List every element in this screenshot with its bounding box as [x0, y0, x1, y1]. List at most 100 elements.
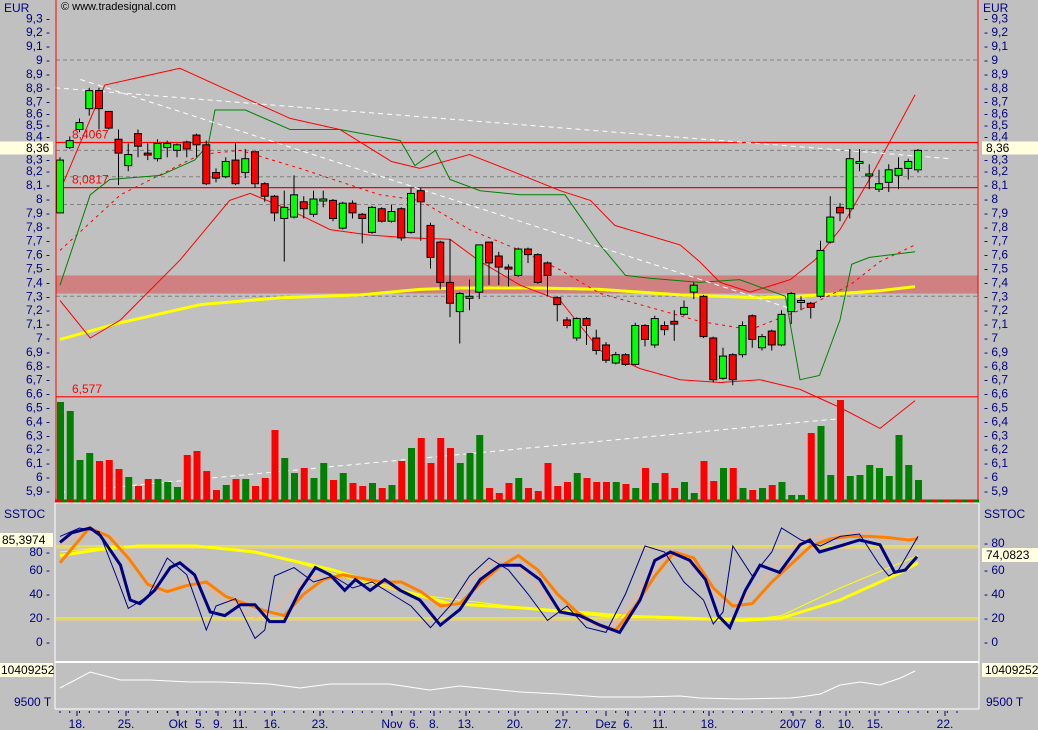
candle-down [504, 266, 513, 270]
volume-bar [300, 468, 308, 500]
candle-down [436, 241, 445, 283]
price-axis-label-left: 7,3 - [26, 289, 50, 303]
candle-down [728, 354, 737, 381]
candle-up [816, 249, 825, 297]
candle-up [797, 299, 805, 303]
price-axis-label-left: 7,9 - [26, 206, 50, 220]
price-axis-label-right: - 6,9 [984, 345, 1008, 359]
volume-bar [437, 438, 445, 500]
stoch-axis-label-left: 0 - [36, 635, 50, 649]
volume-bar [232, 479, 240, 500]
candle-down [592, 337, 601, 352]
volume-bar [554, 486, 562, 500]
candle-up [163, 142, 172, 149]
stochastic-panel [56, 526, 978, 640]
stoch-value-badge-right [982, 548, 1038, 562]
price-axis-label-left: 7,7 - [26, 234, 50, 248]
price-axis-label-right: - 7,8 [984, 220, 1008, 234]
candles [56, 87, 922, 386]
volume-bar [339, 473, 347, 500]
volume-bar [447, 448, 454, 500]
price-axis-label-right: - 9 [984, 53, 998, 67]
volume-bar [505, 483, 513, 500]
volume-bar [252, 486, 259, 500]
price-axis-label-left: 6,9 - [26, 345, 50, 359]
volume-bar [154, 479, 162, 500]
price-axis-label-right: - 8,8 [984, 81, 1008, 95]
candle-up [865, 173, 874, 177]
candle-up [407, 192, 415, 233]
date-axis-label: 25. [118, 717, 135, 730]
candle-down [377, 208, 386, 222]
price-axis-label-left: 8,7 - [26, 95, 50, 109]
candle-up [650, 318, 659, 346]
candle-up [777, 313, 786, 346]
price-axis-label-right: - 7,7 [984, 234, 1008, 248]
date-axis-label: 6. [409, 717, 419, 730]
price-axis-label-right: - 7 [984, 331, 998, 345]
date-axis-label: 9. [213, 717, 223, 730]
date-axis-label: 18. [69, 717, 86, 730]
candle-up [758, 336, 766, 349]
candle-up [719, 355, 727, 379]
price-axis-label-left: 8,4 - [26, 130, 50, 144]
price-axis-label-right: - 8,6 [984, 107, 1008, 121]
candle-down [767, 330, 776, 346]
volume-bar [739, 488, 747, 500]
volume-bar [164, 482, 172, 500]
date-axis-label: 13. [458, 717, 475, 730]
stoch-title-right: SSTOC [984, 507, 1025, 521]
candle-up [65, 140, 74, 149]
candle-down [836, 206, 844, 214]
candle-up [689, 284, 698, 293]
candle-up [75, 122, 84, 131]
price-axis-label-left: 7 - [36, 331, 50, 345]
volume-bar [866, 465, 874, 500]
price-axis-label-right: - 6 [984, 470, 998, 484]
volume-bar [222, 485, 230, 500]
candle-down [231, 159, 240, 185]
candle-up [173, 144, 181, 151]
volume-bar [105, 460, 113, 500]
currency-label-left: EUR [4, 1, 30, 15]
candle-down [563, 319, 571, 326]
date-axis-label: 10. [838, 717, 855, 730]
candle-down [582, 318, 591, 326]
candle-down [524, 248, 532, 256]
candle-up [153, 142, 162, 160]
candle-down [699, 295, 708, 338]
date-axis-label: 15. [867, 717, 884, 730]
volume-bar [905, 465, 913, 500]
price-axis-label-right: - 8,2 [984, 164, 1008, 178]
stoch-slow-thin-line [59, 527, 919, 631]
volume-bar [846, 476, 854, 500]
candle-down [543, 262, 552, 276]
price-axis-label-left: 9,1 - [26, 39, 50, 53]
candle-up [338, 202, 347, 229]
candle-up [738, 324, 747, 356]
stoch-axis-label-right: - 40 [984, 587, 1005, 601]
stoch-fast-thin-line [59, 527, 919, 640]
candle-down [533, 254, 542, 283]
price-axis-label-right: - 9,3 [984, 11, 1008, 25]
stoch-value-badge-left [0, 533, 53, 547]
price-axis-label-right: - 6,4 [984, 414, 1008, 428]
stoch-signal-thick-line [59, 544, 919, 622]
volume-bar [534, 491, 542, 500]
volume-bar [174, 487, 181, 500]
volume-bar [632, 488, 640, 500]
volume-bar [876, 468, 883, 500]
candle-down [260, 183, 269, 197]
candle-down [446, 281, 454, 304]
price-axis-label-left: 7,5 - [26, 262, 50, 276]
price-axis-label-left: 7,8 - [26, 220, 50, 234]
date-axis-label: 18. [701, 717, 718, 730]
candle-up [455, 293, 464, 313]
candle-down [202, 144, 211, 185]
price-axis-label-left: 6 - [36, 470, 50, 484]
volume-value-badge-left [0, 663, 53, 677]
price-axis-label-right: - 7,5 [984, 262, 1008, 276]
volume-bar [398, 461, 406, 500]
price-axis-label-right: - 7,2 [984, 303, 1008, 317]
candle-up [826, 216, 835, 243]
